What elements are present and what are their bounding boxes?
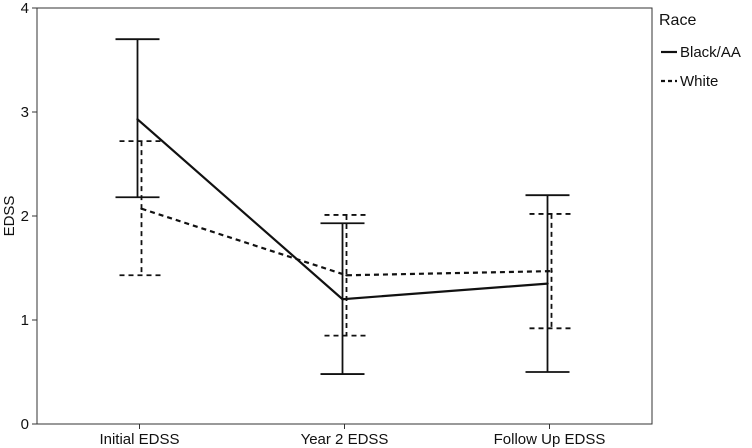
- legend-label: Black/AA: [680, 44, 741, 61]
- x-tick-label: Year 2 EDSS: [301, 431, 389, 448]
- data-point: [550, 269, 553, 273]
- legend: Race Black/AA White: [659, 12, 741, 90]
- y-tick-label: 1: [21, 312, 29, 329]
- data-point: [546, 282, 549, 285]
- series-black-aa: [115, 38, 570, 375]
- data-point: [345, 274, 348, 277]
- x-tick-label: Follow Up EDSS: [494, 431, 606, 448]
- legend-label: White: [680, 73, 718, 90]
- y-tick-label: 0: [21, 416, 29, 433]
- y-tick-label: 4: [21, 0, 29, 17]
- data-point: [341, 298, 344, 301]
- series-white: [119, 140, 574, 337]
- plot-frame: [36, 7, 653, 425]
- series-layer: [115, 38, 574, 375]
- y-axis-title: EDSS: [1, 196, 18, 237]
- y-axis: 0 1 2 3 4: [21, 0, 37, 433]
- data-point: [136, 118, 139, 121]
- legend-title: Race: [659, 12, 696, 29]
- series-line: [141, 207, 552, 277]
- y-tick-label: 3: [21, 104, 29, 121]
- data-point: [140, 207, 143, 210]
- x-axis: Initial EDSS Year 2 EDSS Follow Up EDSS: [99, 424, 605, 448]
- y-tick-label: 2: [21, 208, 29, 225]
- x-tick-label: Initial EDSS: [99, 431, 179, 448]
